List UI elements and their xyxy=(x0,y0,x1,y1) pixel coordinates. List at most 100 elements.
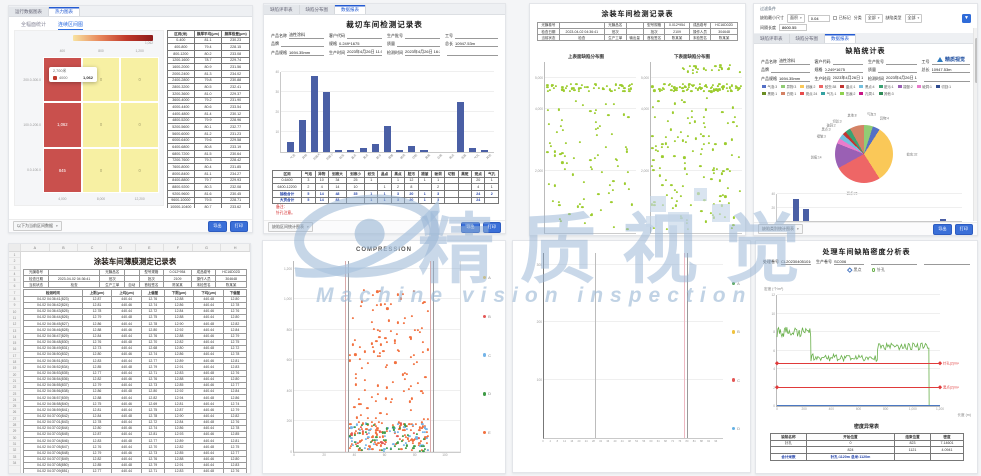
column-header: 上偏差 xyxy=(140,289,165,297)
legend-item[interactable]: B xyxy=(482,314,491,319)
legend-item[interactable]: 黑斑:1 xyxy=(762,91,777,96)
legend-item[interactable]: 蚊虫:38 xyxy=(819,84,836,89)
legend-item[interactable]: 脏污:1 xyxy=(878,84,894,89)
cell: 2023-04-02 04:36:41 xyxy=(558,28,605,36)
print-button[interactable]: 打印 xyxy=(954,223,973,235)
bar xyxy=(371,144,379,152)
column-letter[interactable]: F xyxy=(164,244,193,251)
print-button[interactable]: 打印 xyxy=(482,221,501,233)
data-point xyxy=(412,431,415,435)
p1-tab-data-chart[interactable]: 运行数据图表 xyxy=(9,6,49,16)
cell: 0 xyxy=(805,439,896,448)
type-select[interactable]: 全部 ▾ xyxy=(904,13,923,23)
cell: 首检签名 xyxy=(138,281,165,289)
column-letter[interactable]: D xyxy=(107,244,136,251)
p4-stat-dropdown[interactable]: 缺陷类别统计图表 ▾ xyxy=(758,224,803,234)
heatmap-cell[interactable]: 0 xyxy=(120,102,159,148)
data-point xyxy=(727,90,730,93)
data-point xyxy=(605,103,608,106)
cell: 04-02 04:37:04(846) xyxy=(23,437,83,445)
export-button[interactable]: 导出 xyxy=(208,220,227,232)
tooltip-series: 4000 xyxy=(59,75,68,80)
legend-item[interactable]: 其他:3 xyxy=(878,91,894,96)
p2-tab-distribution[interactable]: 缺陷分布图 xyxy=(299,4,335,14)
p1-subtab-full[interactable]: 全幅面统计 xyxy=(21,22,47,28)
p2-tab-review[interactable]: 缺陷评审表 xyxy=(264,4,300,14)
legend-item[interactable]: A xyxy=(731,281,740,286)
column-letter[interactable]: E xyxy=(136,244,165,251)
column-letter[interactable]: H xyxy=(221,244,250,251)
p2-tab-report[interactable]: 数据报表 xyxy=(335,4,366,14)
cell: 79.9 xyxy=(193,116,223,125)
data-point xyxy=(364,422,368,425)
legend-item[interactable]: 晶点:1 xyxy=(840,84,855,89)
cell: 12.71 xyxy=(140,467,165,473)
legend-item[interactable]: C xyxy=(482,353,491,358)
heatmap-cell[interactable]: 845 xyxy=(43,147,82,193)
data-point xyxy=(399,297,403,300)
p4-scrollbar[interactable] xyxy=(973,28,977,221)
legend-item[interactable]: 孔洞:1 xyxy=(859,91,875,96)
legend-item[interactable]: 异物:3 xyxy=(781,84,796,89)
legend-item[interactable]: 气泡:3 xyxy=(762,84,777,89)
column-header: 结束位置 xyxy=(894,433,931,441)
legend-item[interactable]: D xyxy=(731,426,740,431)
p4-tab-report[interactable]: 数据报表 xyxy=(825,33,856,43)
sheet-row-numbers[interactable]: 1 2 3 4 5 6 7 8 9 10 11 12 13 14 15 16 17 18 19 20 21 22 23 24 2… xyxy=(9,252,21,473)
data-point xyxy=(612,225,615,229)
p1-interval-dropdown[interactable]: 以下为当前区间数据 ▾ xyxy=(13,221,62,231)
column-letter[interactable]: B xyxy=(50,244,79,251)
legend-item[interactable]: 白斑:1 xyxy=(781,91,796,96)
legend-item[interactable]: 黑点:4 xyxy=(859,84,875,89)
min-size-mode-select[interactable]: 面积 ▾ xyxy=(787,13,805,23)
legend-item[interactable]: 针孔 xyxy=(871,267,885,273)
heatmap-cell[interactable]: 0 xyxy=(120,57,159,103)
legend-item[interactable]: E xyxy=(482,430,491,435)
class-select[interactable]: 全部 ▾ xyxy=(864,13,883,23)
legend-item[interactable]: 切割:1 xyxy=(935,84,951,89)
heatmap-cell[interactable]: 0 xyxy=(81,102,121,148)
legend-item[interactable]: D xyxy=(482,391,491,396)
gap-length-input[interactable] xyxy=(779,24,807,31)
export-button[interactable]: 导出 xyxy=(461,221,480,233)
heatmap-cell[interactable]: 0 xyxy=(120,147,159,193)
p4-tab-distribution[interactable]: 缺陷分布图 xyxy=(789,33,825,43)
legend-item[interactable]: A xyxy=(482,275,491,280)
p2-stat-dropdown[interactable]: 缺陷区间统计图表 ▾ xyxy=(268,222,313,232)
heatmap-cell[interactable]: 0 xyxy=(81,147,121,193)
data-point xyxy=(423,444,426,448)
data-point xyxy=(598,87,601,90)
marked-checkbox[interactable]: 已标记 xyxy=(832,15,851,21)
legend-item[interactable]: B xyxy=(731,329,740,334)
legend-item[interactable]: 气孔:1 xyxy=(821,91,836,96)
legend-item[interactable]: 斑点:24 xyxy=(800,91,817,96)
min-size-input[interactable] xyxy=(807,14,830,22)
data-point xyxy=(684,85,687,88)
data-point xyxy=(376,429,379,432)
print-button[interactable]: 打印 xyxy=(229,220,248,232)
legend-item[interactable]: 黑点 xyxy=(847,267,862,273)
p1-subtab-interval[interactable]: 连续区间图 xyxy=(58,22,84,30)
cell: 光膜品名 xyxy=(99,268,126,277)
column-letter[interactable]: A xyxy=(21,244,50,251)
data-point xyxy=(391,427,394,430)
data-point xyxy=(404,435,407,438)
legend-item[interactable]: 划痕:2 xyxy=(800,84,815,89)
p1-tab-heatmap[interactable]: 热力图表 xyxy=(49,6,80,16)
export-button[interactable]: 导出 xyxy=(933,223,952,235)
legend-item[interactable]: C xyxy=(731,378,740,383)
filter-funnel-icon[interactable]: ▼ xyxy=(962,13,971,23)
legend-item[interactable]: 褶皱:2 xyxy=(897,84,913,89)
scrollbar-thumb[interactable] xyxy=(974,38,977,83)
heatmap-cell[interactable]: 1,062 xyxy=(43,102,82,148)
data-point xyxy=(547,122,550,126)
legend-item[interactable]: 压痕:2 xyxy=(840,91,855,96)
p4-tab-review[interactable]: 缺陷评审表 xyxy=(754,33,790,43)
legend-item[interactable]: 破洞:1 xyxy=(916,84,932,89)
data-point xyxy=(353,434,357,437)
column-letter[interactable]: C xyxy=(78,244,107,251)
column-letter[interactable]: G xyxy=(193,244,222,251)
data-point xyxy=(712,87,715,90)
table-row: 6000-6400 79.6 229.58 xyxy=(167,136,250,145)
